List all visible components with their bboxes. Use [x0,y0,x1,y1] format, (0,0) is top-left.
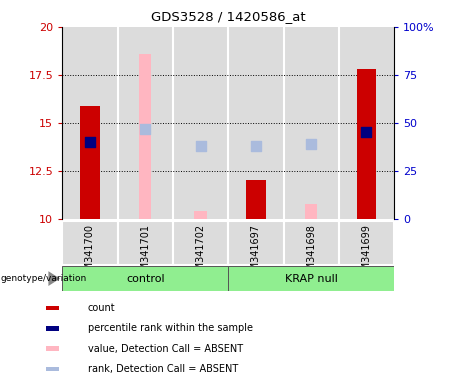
Bar [228,27,284,219]
Bar [46,346,59,351]
Bar [339,221,394,265]
Text: genotype/variation: genotype/variation [1,274,87,283]
Text: GSM341702: GSM341702 [195,224,206,283]
Bar [62,221,118,265]
Point [307,141,315,147]
Bar [80,106,100,219]
Text: GSM341698: GSM341698 [306,224,316,283]
Text: GSM341701: GSM341701 [140,224,150,283]
Bar [284,27,339,219]
Bar [195,211,207,219]
Point [86,139,94,145]
Bar [62,27,118,219]
Bar [228,221,284,265]
Bar [46,367,59,371]
Bar [46,326,59,331]
Text: GSM341700: GSM341700 [85,224,95,283]
Text: KRAP null: KRAP null [285,273,337,284]
Point [197,143,204,149]
Point [142,126,149,132]
Text: percentile rank within the sample: percentile rank within the sample [88,323,253,333]
Bar [305,204,317,219]
Point [363,129,370,136]
Bar [246,180,266,219]
Bar [173,221,228,265]
Text: value, Detection Call = ABSENT: value, Detection Call = ABSENT [88,344,242,354]
Bar [118,27,173,219]
Bar [228,266,394,291]
Title: GDS3528 / 1420586_at: GDS3528 / 1420586_at [151,10,306,23]
Text: GSM341699: GSM341699 [361,224,372,283]
Point [252,143,260,149]
Bar [173,27,228,219]
Text: count: count [88,303,115,313]
Bar [284,221,339,265]
Bar [339,27,394,219]
Polygon shape [48,271,60,286]
Bar [62,266,228,291]
Bar [139,54,151,219]
Bar [118,221,173,265]
Bar [46,306,59,310]
Text: GSM341697: GSM341697 [251,224,261,283]
Text: rank, Detection Call = ABSENT: rank, Detection Call = ABSENT [88,364,238,374]
Bar [357,69,376,219]
Text: control: control [126,273,165,284]
